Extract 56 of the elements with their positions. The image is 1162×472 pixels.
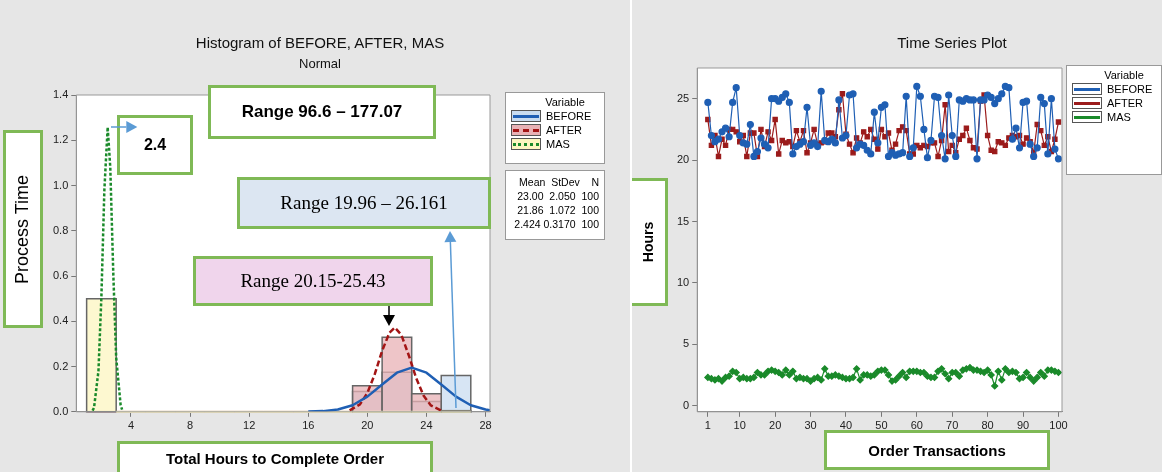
y-tick-label: 0.8 [52, 223, 69, 236]
legend-title: Variable [1103, 69, 1145, 81]
x-tick-label: 20 [769, 419, 782, 432]
x-tick-label: 8 [187, 419, 194, 432]
legend-title: Variable [544, 96, 586, 108]
x-tick-label: 24 [420, 419, 433, 432]
y-tick-label: 1.4 [52, 88, 69, 101]
text: 23.00 2.050 100 [517, 190, 599, 202]
chart-title: Histogram of BEFORE, AFTER, MAS [194, 34, 446, 53]
legend-label: AFTER [1107, 97, 1144, 109]
legend-label: BEFORE [546, 110, 592, 122]
x-tick-label: 80 [981, 419, 994, 432]
legend-label: MAS [546, 138, 570, 150]
x-tick-label: 100 [1049, 419, 1068, 432]
x-tick-label: 4 [127, 419, 135, 432]
y-tick-label: 10 [676, 275, 690, 288]
text: 2.424 0.3170 100 [514, 218, 599, 230]
line-series [91, 125, 124, 412]
x-tick-label: 1 [704, 419, 711, 432]
x-tick-label: 50 [875, 419, 888, 432]
chart-subtitle: Normal [298, 56, 342, 73]
y-tick-label: 1.0 [52, 178, 69, 191]
legend-label: BEFORE [1107, 83, 1153, 95]
y-tick-label: 0.2 [52, 359, 69, 372]
y-tick-label: 1.2 [52, 133, 69, 146]
x-tick-label: 28 [479, 419, 492, 432]
legend-label: MAS [1107, 111, 1131, 123]
callout-box: Range 19.96 – 26.161 [237, 177, 491, 229]
text: 21.86 1.072 100 [517, 204, 599, 216]
x-tick-label: 16 [302, 419, 315, 432]
y-tick-label: 15 [676, 214, 690, 227]
x-axis-title: Total Hours to Complete Order [117, 441, 433, 472]
y-axis-title: Process Time [12, 174, 34, 284]
y-axis-title: Hours [640, 221, 657, 263]
chart-title: Time Series Plot [896, 34, 1008, 53]
x-tick-label: 30 [804, 419, 817, 432]
y-tick-label: 25 [676, 91, 690, 104]
callout-box: Range 96.6 – 177.07 [208, 85, 436, 139]
x-tick-label: 12 [243, 419, 256, 432]
x-tick-label: 70 [946, 419, 959, 432]
x-tick-label: 60 [910, 419, 923, 432]
y-tick-label: 0.6 [52, 269, 69, 282]
y-tick-label: 0 [683, 398, 690, 411]
callout-box: Range 20.15-25.43 [193, 256, 433, 306]
legend-label: AFTER [546, 124, 583, 136]
text: Mean StDev N [519, 176, 599, 188]
x-tick-label: 90 [1016, 419, 1030, 432]
x-tick-label: 10 [733, 419, 746, 432]
x-tick-label: 20 [361, 419, 374, 432]
y-tick-label: 5 [683, 337, 690, 350]
y-tick-label: 0.4 [52, 314, 69, 327]
callout-box: 2.4 [117, 115, 193, 175]
y-tick-label: 0.0 [52, 404, 69, 417]
x-tick-label: 40 [839, 419, 853, 432]
y-tick-label: 20 [676, 153, 690, 166]
x-axis-title: Order Transactions [824, 430, 1050, 470]
